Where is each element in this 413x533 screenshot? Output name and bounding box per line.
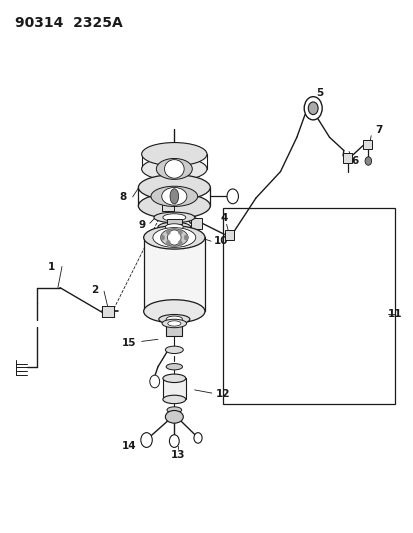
Ellipse shape <box>156 158 192 180</box>
Text: 8: 8 <box>119 192 127 202</box>
Bar <box>190 218 202 229</box>
Ellipse shape <box>158 222 190 232</box>
Ellipse shape <box>154 212 194 223</box>
Circle shape <box>178 240 182 246</box>
Circle shape <box>308 102 317 115</box>
Text: 14: 14 <box>122 441 136 451</box>
Circle shape <box>166 229 170 235</box>
Text: 4: 4 <box>221 213 228 223</box>
Bar <box>223 208 394 403</box>
Circle shape <box>364 157 371 165</box>
Circle shape <box>193 433 202 443</box>
Ellipse shape <box>138 175 210 200</box>
Circle shape <box>160 235 164 240</box>
Bar <box>224 230 233 240</box>
Circle shape <box>140 433 152 447</box>
Circle shape <box>304 96 321 120</box>
Circle shape <box>150 375 159 388</box>
Bar <box>342 153 351 163</box>
Ellipse shape <box>138 193 210 219</box>
Bar <box>102 306 114 317</box>
Ellipse shape <box>141 142 206 166</box>
Circle shape <box>166 240 170 246</box>
Text: 3: 3 <box>156 177 163 187</box>
Ellipse shape <box>162 374 185 383</box>
Circle shape <box>169 435 179 447</box>
Ellipse shape <box>170 189 178 204</box>
Ellipse shape <box>162 395 185 403</box>
Text: 2: 2 <box>91 285 98 295</box>
Ellipse shape <box>166 316 182 322</box>
Ellipse shape <box>167 230 180 245</box>
Ellipse shape <box>165 410 183 423</box>
Ellipse shape <box>159 314 190 324</box>
Ellipse shape <box>165 224 183 230</box>
Text: 1: 1 <box>48 262 55 271</box>
Ellipse shape <box>160 229 188 246</box>
Text: 12: 12 <box>216 389 230 399</box>
Ellipse shape <box>152 228 195 247</box>
Text: 11: 11 <box>387 309 401 319</box>
Ellipse shape <box>143 300 204 323</box>
Ellipse shape <box>164 160 184 178</box>
Text: 90314  2325A: 90314 2325A <box>15 16 123 30</box>
Bar <box>161 198 173 211</box>
Text: 15: 15 <box>122 338 136 348</box>
Text: 13: 13 <box>171 450 185 461</box>
Bar <box>166 219 181 224</box>
Ellipse shape <box>166 364 182 370</box>
Bar <box>166 324 182 336</box>
Text: 6: 6 <box>350 156 358 166</box>
Circle shape <box>178 229 182 235</box>
Ellipse shape <box>162 214 185 221</box>
Ellipse shape <box>143 226 204 249</box>
Circle shape <box>184 235 188 240</box>
Text: 7: 7 <box>374 125 381 135</box>
Ellipse shape <box>151 186 197 206</box>
Ellipse shape <box>161 188 186 205</box>
Text: 10: 10 <box>214 236 228 246</box>
Bar <box>162 378 185 399</box>
Text: 9: 9 <box>138 220 145 230</box>
Ellipse shape <box>165 346 183 353</box>
Ellipse shape <box>141 157 206 181</box>
Ellipse shape <box>161 319 186 328</box>
Text: 2: 2 <box>186 205 193 215</box>
Ellipse shape <box>167 321 180 326</box>
Bar <box>143 238 204 311</box>
Circle shape <box>226 189 238 204</box>
Bar <box>363 140 372 149</box>
Ellipse shape <box>166 407 181 413</box>
Text: 5: 5 <box>315 88 322 99</box>
